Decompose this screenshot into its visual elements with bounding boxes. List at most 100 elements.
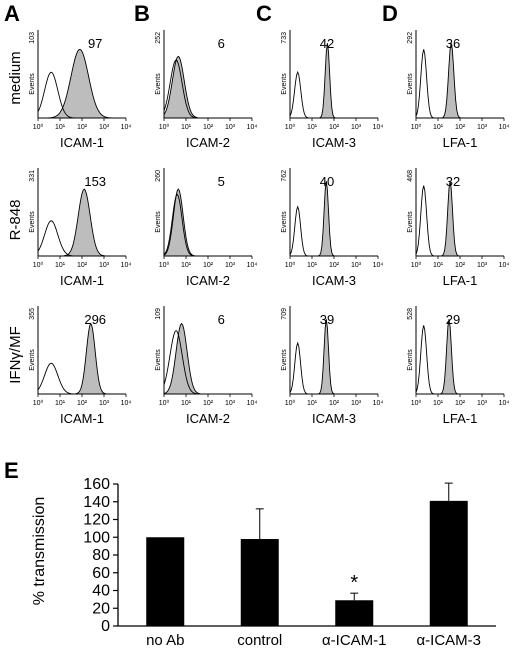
stained-histogram bbox=[163, 322, 252, 395]
histogram-events-label: Events bbox=[155, 73, 162, 95]
histogram-panel: 733 Events 10⁰ 10¹ 10² 10³ 10⁴ ICAM-3 42 bbox=[281, 30, 383, 150]
histogram-x-tick-label: 10² bbox=[329, 124, 340, 131]
histogram-x-tick-label: 10⁴ bbox=[499, 400, 510, 407]
histogram-panel: 468 Events 10⁰ 10¹ 10² 10³ 10⁴ LFA-1 32 bbox=[407, 168, 509, 288]
histogram-marker-label: ICAM-2 bbox=[186, 135, 230, 150]
histogram-ymax: 709 bbox=[281, 308, 288, 320]
panel-letter-a: A bbox=[4, 1, 20, 26]
histogram-x-tick-label: 10⁰ bbox=[159, 261, 170, 269]
histogram-x-tick-label: 10⁴ bbox=[499, 262, 510, 269]
histogram-ymax: 331 bbox=[29, 170, 36, 182]
histogram-x-tick-label: 10¹ bbox=[307, 124, 318, 131]
bar-chart-category-label: α-ICAM-1 bbox=[322, 632, 387, 649]
histogram-ymax: 292 bbox=[407, 32, 414, 44]
row-label-medium: medium bbox=[7, 51, 24, 104]
histogram-x-tick-label: 10⁰ bbox=[159, 123, 170, 131]
histogram-x-tick-label: 10¹ bbox=[181, 262, 192, 269]
bar-chart-category-label: control bbox=[237, 632, 282, 649]
histogram-x-tick-label: 10⁴ bbox=[121, 262, 132, 269]
bar bbox=[240, 539, 279, 626]
histogram-x-tick-label: 10¹ bbox=[181, 400, 192, 407]
histogram-x-tick-label: 10³ bbox=[351, 400, 362, 407]
histogram-mfi-value: 6 bbox=[218, 36, 225, 51]
histogram-x-tick-label: 10¹ bbox=[433, 262, 444, 269]
histogram-mfi-value: 36 bbox=[446, 36, 460, 51]
bar-chart-y-tick-label: 20 bbox=[92, 600, 110, 617]
histogram-panel: 355 Events 10⁰ 10¹ 10² 10³ 10⁴ ICAM-1 296 bbox=[29, 306, 131, 426]
bar-chart-y-tick-label: 60 bbox=[92, 565, 110, 582]
histogram-x-tick-label: 10⁴ bbox=[373, 400, 384, 407]
bar bbox=[335, 600, 374, 626]
histogram-x-tick-label: 10¹ bbox=[307, 400, 318, 407]
histogram-x-tick-label: 10¹ bbox=[433, 400, 444, 407]
histogram-x-tick-label: 10⁴ bbox=[121, 124, 132, 131]
bar-chart-y-tick-label: 140 bbox=[83, 494, 110, 511]
histogram-ymax: 103 bbox=[29, 32, 36, 44]
isotype-control-histogram bbox=[415, 325, 504, 395]
histogram-x-tick-label: 10¹ bbox=[55, 400, 66, 407]
histogram-x-tick-label: 10² bbox=[455, 262, 466, 269]
histogram-events-label: Events bbox=[407, 73, 414, 95]
histogram-panel: 103 Events 10⁰ 10¹ 10² 10³ 10⁴ ICAM-1 97 bbox=[29, 30, 131, 150]
histogram-events-label: Events bbox=[407, 211, 414, 233]
histogram-x-tick-label: 10² bbox=[455, 124, 466, 131]
histogram-marker-label: ICAM-3 bbox=[312, 273, 356, 288]
bar-chart-y-tick-label: 100 bbox=[83, 529, 110, 546]
histogram-ymax: 733 bbox=[281, 32, 288, 44]
histogram-x-tick-label: 10¹ bbox=[433, 124, 444, 131]
histogram-panel: 109 Events 10⁰ 10¹ 10² 10³ 10⁴ ICAM-2 6 bbox=[155, 306, 257, 426]
histogram-x-tick-label: 10¹ bbox=[55, 124, 66, 131]
stained-histogram bbox=[163, 188, 252, 257]
bar-chart-ylabel: % transmission bbox=[31, 497, 48, 605]
histogram-x-tick-label: 10³ bbox=[99, 124, 110, 131]
stained-histogram bbox=[163, 55, 252, 119]
histogram-x-tick-label: 10³ bbox=[477, 400, 488, 407]
histogram-events-label: Events bbox=[29, 349, 36, 371]
histogram-x-tick-label: 10¹ bbox=[307, 262, 318, 269]
histogram-x-tick-label: 10² bbox=[203, 262, 214, 269]
histogram-ymax: 355 bbox=[29, 308, 36, 320]
histogram-x-tick-label: 10⁰ bbox=[33, 261, 44, 269]
histogram-ymax: 762 bbox=[281, 170, 288, 182]
histogram-x-tick-label: 10² bbox=[455, 400, 466, 407]
stained-histogram bbox=[38, 48, 126, 119]
histogram-x-tick-label: 10³ bbox=[225, 262, 236, 269]
histogram-marker-label: ICAM-1 bbox=[60, 135, 104, 150]
histogram-x-tick-label: 10⁰ bbox=[33, 123, 44, 131]
bar-chart-y-tick-label: 160 bbox=[83, 476, 110, 493]
histogram-panel: 292 Events 10⁰ 10¹ 10² 10³ 10⁴ LFA-1 36 bbox=[407, 30, 509, 150]
histogram-x-tick-label: 10⁰ bbox=[411, 123, 422, 131]
histogram-mfi-value: 29 bbox=[446, 312, 460, 327]
histogram-x-tick-label: 10³ bbox=[99, 262, 110, 269]
histogram-marker-label: ICAM-1 bbox=[60, 411, 104, 426]
histogram-ymax: 528 bbox=[407, 308, 414, 320]
panel-letter-e: E bbox=[4, 458, 19, 483]
histogram-ymax: 260 bbox=[155, 170, 162, 182]
histogram-x-tick-label: 10² bbox=[329, 262, 340, 269]
histogram-events-label: Events bbox=[281, 73, 288, 95]
histogram-events-label: Events bbox=[155, 349, 162, 371]
bar-chart-category-label: no Ab bbox=[146, 632, 184, 649]
bar bbox=[429, 500, 468, 626]
histogram-panel: 252 Events 10⁰ 10¹ 10² 10³ 10⁴ ICAM-2 6 bbox=[155, 30, 257, 150]
histogram-x-tick-label: 10⁰ bbox=[285, 399, 296, 407]
histogram-mfi-value: 32 bbox=[446, 174, 460, 189]
histogram-x-tick-label: 10² bbox=[329, 400, 340, 407]
histogram-x-tick-label: 10⁰ bbox=[33, 399, 44, 407]
isotype-control-histogram bbox=[289, 205, 378, 257]
isotype-control-histogram bbox=[289, 70, 378, 119]
histogram-x-tick-label: 10⁴ bbox=[247, 262, 258, 269]
histogram-x-tick-label: 10² bbox=[203, 124, 214, 131]
histogram-events-label: Events bbox=[155, 211, 162, 233]
histogram-events-label: Events bbox=[29, 73, 36, 95]
stained-histogram bbox=[38, 188, 126, 257]
flow-histogram-grid: 103 Events 10⁰ 10¹ 10² 10³ 10⁴ ICAM-1 97 252 Event… bbox=[29, 30, 509, 426]
histogram-marker-label: LFA-1 bbox=[443, 411, 478, 426]
isotype-control-histogram bbox=[289, 341, 378, 395]
histogram-x-tick-label: 10⁴ bbox=[247, 124, 258, 131]
histogram-marker-label: ICAM-1 bbox=[60, 273, 104, 288]
histogram-x-tick-label: 10⁰ bbox=[285, 261, 296, 269]
histogram-marker-label: ICAM-3 bbox=[312, 135, 356, 150]
histogram-x-tick-label: 10⁰ bbox=[285, 123, 296, 131]
significance-marker: * bbox=[350, 572, 358, 594]
